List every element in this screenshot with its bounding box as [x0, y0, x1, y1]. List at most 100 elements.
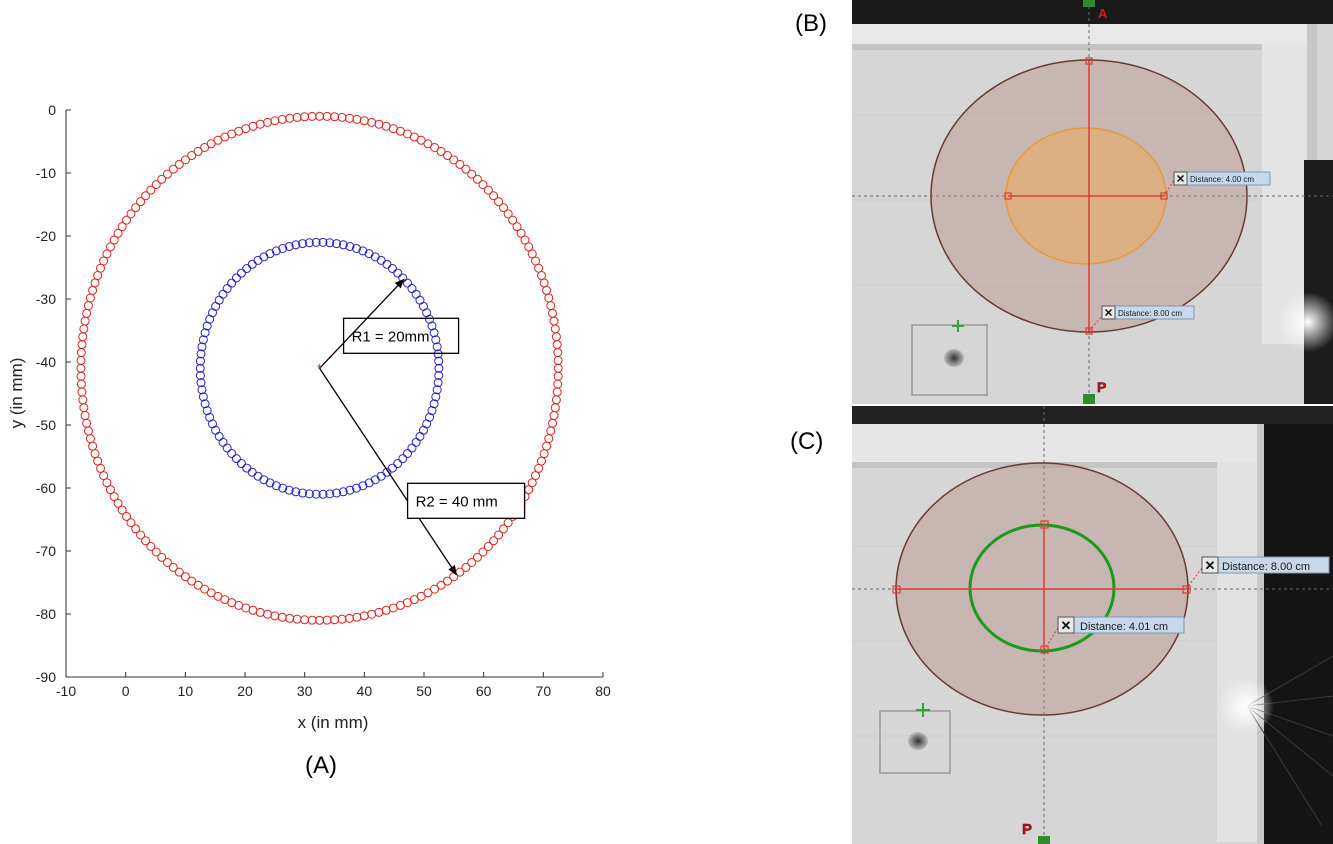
- y-tick-label: -80: [36, 606, 56, 622]
- x-tick-label: 20: [237, 683, 253, 699]
- data-point: [85, 434, 95, 444]
- x-tick-label: 40: [357, 683, 373, 699]
- measure-tag-horizontal[interactable]: ✕ Distance: 8.00 cm: [1201, 556, 1330, 574]
- data-point: [146, 185, 156, 195]
- data-point: [187, 576, 197, 586]
- data-point: [539, 278, 549, 288]
- y-tick-label: -50: [36, 417, 56, 433]
- data-point: [200, 142, 210, 152]
- data-point: [300, 112, 310, 122]
- close-icon[interactable]: ✕: [1176, 174, 1185, 186]
- data-point: [434, 356, 444, 366]
- data-point: [318, 237, 328, 247]
- data-point: [236, 459, 246, 469]
- data-point: [93, 271, 103, 281]
- data-point: [553, 347, 563, 357]
- data-point: [88, 285, 98, 295]
- x-tick-label: 10: [178, 683, 194, 699]
- x-tick-label: 70: [536, 683, 552, 699]
- measure-tag-vertical[interactable]: ✕ Distance: 8.00 cm: [1101, 305, 1195, 320]
- y-tick-label: 0: [48, 102, 56, 118]
- data-point: [88, 441, 98, 451]
- data-point: [322, 111, 332, 121]
- data-point: [344, 113, 354, 123]
- close-icon[interactable]: ✕: [1205, 558, 1216, 573]
- data-point: [527, 478, 537, 488]
- data-point: [270, 116, 280, 126]
- metal-artifact: [1278, 292, 1333, 352]
- data-point: [553, 355, 563, 365]
- data-point: [489, 191, 499, 201]
- data-point: [76, 371, 86, 381]
- data-point: [398, 454, 408, 464]
- data-point: [407, 443, 417, 453]
- data-point: [552, 340, 562, 350]
- data-point: [222, 443, 232, 453]
- data-point: [307, 111, 317, 121]
- inner-circle-series: [195, 237, 444, 499]
- data-point: [151, 180, 161, 190]
- data-point: [180, 155, 190, 165]
- data-point: [141, 536, 151, 546]
- data-point: [534, 463, 544, 473]
- data-point: [418, 301, 428, 311]
- panel-label-b: (B): [795, 10, 827, 37]
- data-point: [265, 478, 275, 488]
- data-point: [80, 411, 90, 421]
- x-axis-label: x (in mm): [298, 713, 369, 732]
- data-point: [345, 485, 355, 495]
- plot-axes: -10 0 10 20 30 40 50 60 70 80 0 -10 -20 -30 -40 -50 -60 -…: [36, 102, 611, 699]
- data-point: [195, 370, 205, 380]
- data-point: [415, 295, 425, 305]
- data-point: [472, 174, 482, 184]
- y-axis-label: y (in mm): [7, 358, 26, 429]
- close-icon[interactable]: ✕: [1061, 618, 1072, 633]
- data-point: [411, 289, 421, 299]
- data-point: [494, 530, 504, 540]
- data-point: [539, 449, 549, 459]
- data-point: [431, 335, 441, 345]
- data-point: [126, 209, 136, 219]
- data-point: [202, 406, 212, 416]
- data-point: [432, 385, 442, 395]
- data-point: [546, 301, 556, 311]
- data-point: [318, 489, 328, 499]
- data-point: [364, 249, 374, 259]
- data-point: [253, 471, 263, 481]
- data-point: [259, 475, 269, 485]
- data-point: [131, 203, 141, 213]
- measure-tag-vertical[interactable]: ✕ Distance: 4.01 cm: [1057, 616, 1185, 634]
- data-point: [423, 588, 433, 598]
- circle-plot: -10 0 10 20 30 40 50 60 70 80 0 -10 -20 -30 -40 -50 -60 -…: [7, 102, 611, 732]
- data-point: [434, 363, 444, 373]
- data-point: [520, 235, 530, 245]
- data-point: [461, 164, 471, 174]
- r2-arrow: [319, 367, 458, 576]
- data-point: [193, 146, 203, 156]
- data-point: [407, 284, 417, 294]
- data-point: [121, 215, 131, 225]
- x-tick-label: 30: [297, 683, 313, 699]
- data-point: [236, 268, 246, 278]
- metal-artifact: [1218, 678, 1274, 734]
- data-point: [83, 301, 93, 311]
- data-point: [433, 378, 443, 388]
- bottom-orientation-tab: [1083, 394, 1095, 404]
- x-tick-label: 60: [476, 683, 492, 699]
- data-point: [99, 471, 109, 481]
- data-point: [83, 426, 93, 436]
- air-hole: [944, 349, 964, 367]
- data-point: [503, 209, 513, 219]
- data-point: [304, 238, 314, 248]
- y-tick-label: -90: [36, 669, 56, 685]
- measure-tag-horizontal[interactable]: ✕ Distance: 4.00 cm: [1173, 171, 1271, 186]
- close-icon[interactable]: ✕: [1104, 308, 1113, 320]
- data-point: [196, 378, 206, 388]
- panel-label-a: (A): [305, 752, 337, 779]
- x-tick-label: 50: [416, 683, 432, 699]
- data-point: [550, 403, 560, 413]
- data-point: [141, 191, 151, 201]
- data-point: [292, 112, 302, 122]
- data-point: [376, 471, 386, 481]
- data-point: [247, 467, 257, 477]
